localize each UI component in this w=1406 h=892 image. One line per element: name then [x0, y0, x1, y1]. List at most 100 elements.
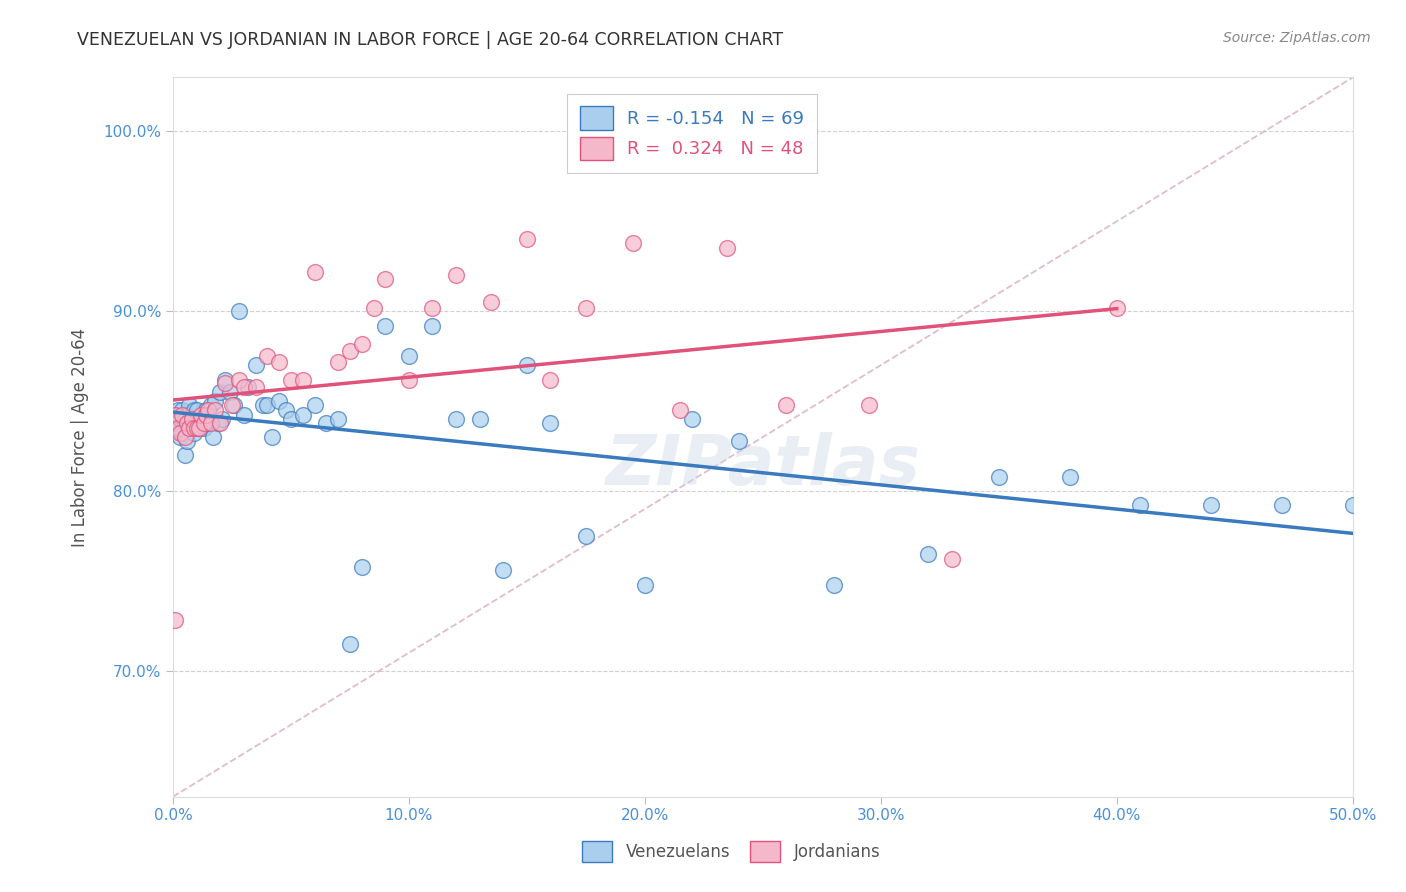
Point — [211, 412, 233, 426]
Point — [165, 409, 187, 423]
Point — [165, 409, 187, 423]
Point — [621, 235, 644, 250]
Text: ZIPatlas: ZIPatlas — [606, 433, 921, 500]
Point — [187, 421, 209, 435]
Point — [176, 434, 198, 448]
Point — [179, 421, 201, 435]
Point — [269, 394, 291, 409]
Point — [180, 416, 202, 430]
Point — [276, 403, 298, 417]
Point — [304, 398, 326, 412]
Point — [172, 403, 194, 417]
Point — [186, 403, 208, 417]
Point — [398, 349, 420, 363]
Point — [339, 637, 361, 651]
Point — [186, 416, 208, 430]
Point — [169, 426, 191, 441]
Point — [183, 421, 205, 435]
Point — [1059, 469, 1081, 483]
Point — [540, 372, 562, 386]
Point — [194, 403, 217, 417]
Point — [315, 416, 337, 430]
Point — [1199, 499, 1222, 513]
Point — [172, 409, 194, 423]
Point — [1271, 499, 1294, 513]
Point — [179, 398, 201, 412]
Point — [232, 380, 254, 394]
Point — [917, 547, 939, 561]
Point — [194, 409, 217, 423]
Point — [339, 343, 361, 358]
Point — [183, 426, 205, 441]
Point — [422, 301, 444, 315]
Point — [823, 577, 845, 591]
Point — [245, 358, 267, 372]
Point — [326, 354, 349, 368]
Text: Source: ZipAtlas.com: Source: ZipAtlas.com — [1223, 31, 1371, 45]
Point — [540, 416, 562, 430]
Point — [291, 372, 314, 386]
Point — [221, 398, 243, 412]
Point — [374, 272, 396, 286]
Point — [228, 304, 250, 318]
Point — [575, 301, 598, 315]
Point — [728, 434, 751, 448]
Point — [269, 354, 291, 368]
Point — [209, 416, 232, 430]
Point — [1129, 499, 1152, 513]
Legend: R = -0.154   N = 69, R =  0.324   N = 48: R = -0.154 N = 69, R = 0.324 N = 48 — [568, 94, 817, 172]
Point — [1105, 301, 1128, 315]
Point — [166, 403, 188, 417]
Point — [350, 336, 373, 351]
Point — [256, 349, 278, 363]
Point — [187, 421, 209, 435]
Point — [172, 426, 194, 441]
Point — [169, 430, 191, 444]
Point — [363, 301, 385, 315]
Point — [232, 409, 254, 423]
Point — [858, 398, 880, 412]
Point — [166, 416, 188, 430]
Point — [183, 403, 205, 417]
Point — [193, 421, 215, 435]
Point — [444, 268, 467, 283]
Point — [173, 416, 195, 430]
Point — [252, 398, 274, 412]
Text: VENEZUELAN VS JORDANIAN IN LABOR FORCE | AGE 20-64 CORRELATION CHART: VENEZUELAN VS JORDANIAN IN LABOR FORCE |… — [77, 31, 783, 49]
Point — [214, 376, 236, 391]
Point — [260, 430, 283, 444]
Point — [173, 430, 195, 444]
Point — [775, 398, 797, 412]
Point — [165, 614, 187, 628]
Point — [634, 577, 657, 591]
Point — [256, 398, 278, 412]
Point — [214, 372, 236, 386]
Point — [204, 394, 226, 409]
Point — [180, 412, 202, 426]
Point — [176, 416, 198, 430]
Point — [398, 372, 420, 386]
Point — [179, 421, 201, 435]
Point — [941, 552, 963, 566]
Point — [245, 380, 267, 394]
Point — [173, 448, 195, 462]
Point — [202, 430, 225, 444]
Point — [422, 318, 444, 333]
Point — [224, 398, 246, 412]
Point — [716, 241, 738, 255]
Legend: Venezuelans, Jordanians: Venezuelans, Jordanians — [574, 832, 889, 871]
Y-axis label: In Labor Force | Age 20-64: In Labor Force | Age 20-64 — [72, 327, 89, 547]
Point — [516, 358, 538, 372]
Point — [166, 421, 188, 435]
Point — [197, 416, 219, 430]
Point — [186, 421, 208, 435]
Point — [350, 559, 373, 574]
Point — [204, 403, 226, 417]
Point — [326, 412, 349, 426]
Point — [207, 416, 229, 430]
Point — [200, 416, 222, 430]
Point — [669, 403, 692, 417]
Point — [165, 419, 187, 434]
Point — [280, 372, 302, 386]
Point — [190, 409, 212, 423]
